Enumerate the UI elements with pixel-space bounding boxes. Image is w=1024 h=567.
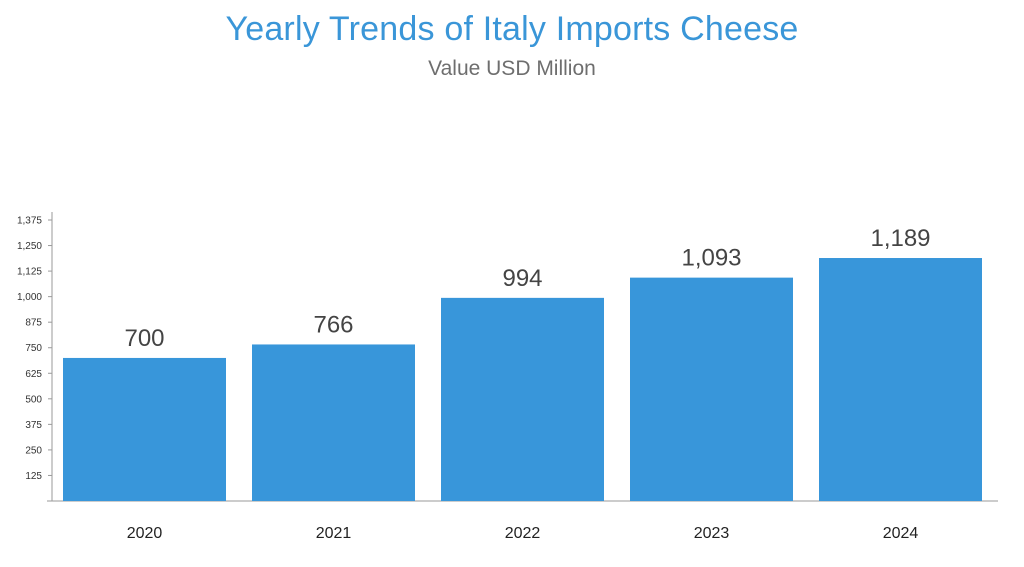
y-tick-label: 250 bbox=[25, 445, 42, 456]
y-tick-label: 1,000 bbox=[17, 292, 42, 303]
y-tick-labels: 125 250 375 500 625 750 875 1,000 1,125 1,250 1,37… bbox=[17, 216, 52, 482]
bar-2023 bbox=[630, 277, 793, 501]
y-tick-label: 1,250 bbox=[17, 241, 42, 252]
y-tick-label: 625 bbox=[25, 369, 42, 380]
data-labels: 700 766 994 1,093 1,189 bbox=[124, 225, 930, 352]
bar-2022 bbox=[441, 297, 604, 501]
category-labels: 2020 2021 2022 2023 2024 bbox=[127, 525, 919, 542]
bar-2020 bbox=[63, 357, 226, 501]
data-label-2021: 766 bbox=[313, 311, 353, 338]
y-tick-label: 750 bbox=[25, 343, 42, 354]
y-tick-label: 375 bbox=[25, 420, 42, 431]
category-label-2022: 2022 bbox=[505, 525, 541, 542]
y-tick-label: 500 bbox=[25, 394, 42, 405]
chart-subtitle: Value USD Million bbox=[428, 57, 596, 80]
data-label-2023: 1,093 bbox=[681, 245, 741, 272]
data-label-2022: 994 bbox=[502, 265, 542, 292]
category-label-2020: 2020 bbox=[127, 525, 163, 542]
category-label-2024: 2024 bbox=[883, 525, 919, 542]
y-tick-label: 875 bbox=[25, 318, 42, 329]
bars bbox=[63, 258, 982, 501]
data-label-2020: 700 bbox=[124, 325, 164, 352]
category-label-2021: 2021 bbox=[316, 525, 352, 542]
data-label-2024: 1,189 bbox=[870, 225, 930, 252]
category-label-2023: 2023 bbox=[694, 525, 730, 542]
bar-2024 bbox=[819, 258, 982, 501]
chart-title: Yearly Trends of Italy Imports Cheese bbox=[225, 10, 799, 48]
bar-2021 bbox=[252, 344, 415, 501]
y-tick-label: 1,125 bbox=[17, 267, 42, 278]
y-tick-label: 125 bbox=[25, 471, 42, 482]
y-axis: 125 250 375 500 625 750 875 1,000 1,125 1,250 1,37… bbox=[17, 212, 53, 501]
y-tick-label: 1,375 bbox=[17, 216, 42, 227]
